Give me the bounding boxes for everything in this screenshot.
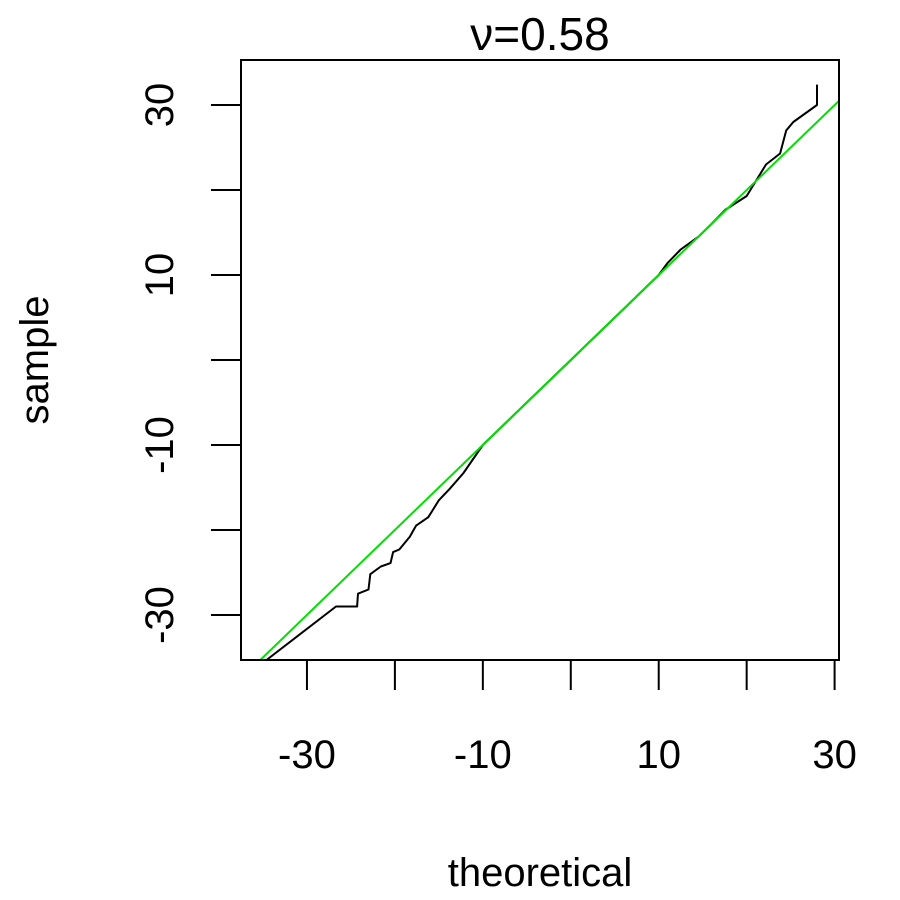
y-tick-label: -10 xyxy=(138,416,182,474)
x-tick-label: 30 xyxy=(812,733,857,777)
plot-area xyxy=(259,84,839,660)
y-tick-label: 10 xyxy=(138,253,182,298)
reference-line xyxy=(259,100,839,660)
chart-title: ν=0.58 xyxy=(470,8,609,60)
x-axis: -30 -10 10 30 xyxy=(278,659,857,777)
y-tick-label: -30 xyxy=(138,586,182,644)
y-tick-label: 30 xyxy=(138,83,182,128)
x-tick-label: -30 xyxy=(278,733,336,777)
x-tick-label: -10 xyxy=(454,733,512,777)
x-axis-label: theoretical xyxy=(448,851,633,895)
y-axis: -30 -10 10 30 xyxy=(138,83,242,644)
plot-frame xyxy=(240,59,840,661)
x-tick-label: 10 xyxy=(636,733,681,777)
y-axis-label: sample xyxy=(13,296,57,425)
